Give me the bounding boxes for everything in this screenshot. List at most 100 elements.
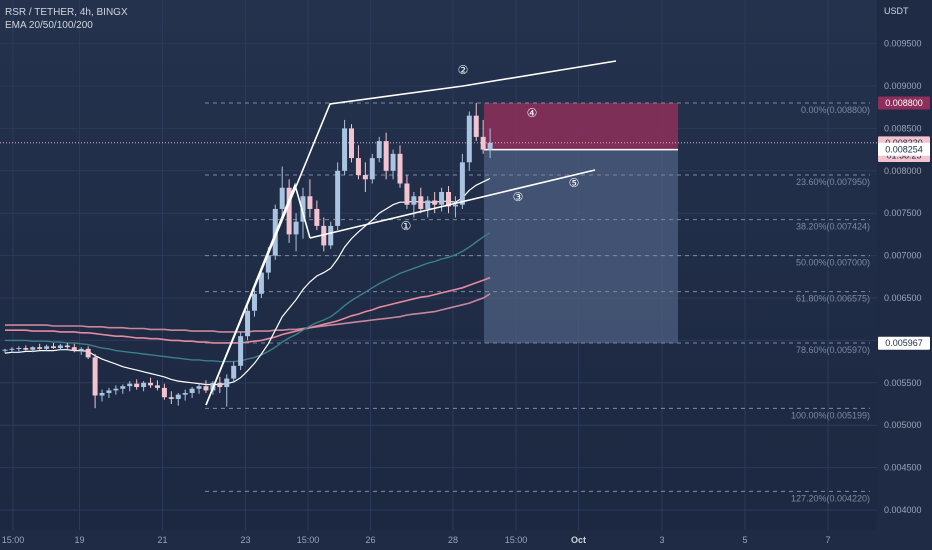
- candle-51: [355, 145, 361, 180]
- candle-57: [397, 145, 403, 188]
- candle-13: [92, 353, 98, 409]
- candle-6: [44, 344, 50, 351]
- candle-61: [425, 196, 431, 218]
- candle-body-25: [175, 394, 181, 399]
- candle-body-37: [258, 272, 264, 294]
- candle-body-27: [189, 388, 195, 393]
- candle-3: [23, 345, 29, 351]
- wave-label-5: ⑤: [569, 176, 580, 190]
- candle-body-35: [245, 310, 251, 337]
- candle-body-58: [404, 183, 410, 205]
- candle-body-22: [154, 385, 160, 388]
- candle-44: [307, 179, 313, 218]
- candle-63: [439, 187, 445, 212]
- candle-body-69: [480, 136, 486, 150]
- fib-label-0: 0.00%(0.008800): [801, 105, 870, 115]
- candle-body-17: [120, 386, 126, 389]
- candle-56: [390, 149, 396, 180]
- time-label-7: 15:00: [505, 535, 528, 545]
- candle-body-53: [369, 158, 375, 180]
- target-zone: [484, 149, 678, 344]
- candle-66: [459, 153, 465, 209]
- candle-19: [134, 379, 140, 390]
- price-tick-1: 0.009000: [884, 81, 922, 91]
- candle-11: [78, 347, 84, 355]
- candle-body-28: [196, 386, 202, 389]
- candle-17: [120, 384, 126, 394]
- candle-body-18: [127, 383, 133, 387]
- wave-label-4: ④: [527, 106, 538, 120]
- candle-body-50: [349, 128, 354, 159]
- candle-body-2: [16, 348, 22, 350]
- time-label-10: 5: [742, 535, 747, 545]
- wedge-lower-line: [309, 169, 596, 239]
- candle-body-60: [418, 196, 424, 209]
- candle-54: [376, 136, 382, 163]
- chart-legend: RSR / TETHER, 4h, BINGX EMA 20/50/100/20…: [5, 6, 128, 32]
- candle-body-23: [161, 387, 167, 398]
- time-label-5: 26: [365, 535, 375, 545]
- fib-label-4: 61.80%(0.006575): [796, 294, 870, 304]
- candle-55: [383, 132, 389, 180]
- price-tick-2: 0.008500: [884, 123, 922, 133]
- candle-body-8: [57, 345, 63, 349]
- price-tick-0: 0.009500: [884, 39, 922, 49]
- candle-49: [342, 119, 348, 176]
- currency-label: USDT: [884, 6, 909, 16]
- fibonacci-levels: 0.00%(0.008800) 23.60%(0.007950) 38.20%(0.…: [205, 102, 870, 503]
- candle-7: [51, 342, 57, 349]
- candle-body-13: [92, 357, 98, 396]
- candle-31: [217, 376, 223, 393]
- candle-25: [175, 392, 181, 406]
- price-tick-5: 0.007000: [884, 251, 922, 261]
- candle-body-6: [44, 346, 50, 349]
- impulse-upper-line: [205, 60, 617, 406]
- candle-50: [349, 124, 354, 163]
- candle-body-4: [30, 347, 36, 350]
- price-tick-3: 0.008000: [884, 166, 922, 176]
- price-tick-9: 0.005000: [884, 420, 922, 430]
- candle-58: [404, 175, 410, 209]
- candle-body-34: [238, 336, 244, 366]
- candle-48: [335, 162, 341, 231]
- candle-body-47: [328, 225, 334, 246]
- time-label-0: 15:00: [2, 535, 25, 545]
- price-axis-bg: [877, 0, 932, 550]
- wave-label-1: ①: [401, 219, 412, 233]
- price-tick-4: 0.007500: [884, 208, 922, 218]
- time-label-11: 7: [825, 535, 830, 545]
- candle-21: [148, 377, 154, 388]
- candle-body-1: [9, 348, 15, 350]
- candle-42: [293, 213, 299, 252]
- candle-27: [189, 387, 195, 399]
- symbol-title: RSR / TETHER, 4h, BINGX: [5, 7, 128, 18]
- candle-body-10: [71, 347, 77, 351]
- candle-body-29: [203, 386, 209, 391]
- price-badge-text-3: 0.008254: [885, 144, 923, 154]
- candle-body-9: [64, 345, 70, 348]
- candle-body-62: [432, 200, 438, 205]
- price-axis: USDT 0.009500 0.009000 0.008500 0.008000 0.00…: [877, 0, 932, 550]
- price-badge-3: [878, 142, 930, 156]
- candle-40: [279, 166, 285, 222]
- time-label-4: 15:00: [297, 535, 320, 545]
- candle-body-56: [390, 153, 396, 171]
- fib-label-2: 38.20%(0.007424): [796, 222, 870, 232]
- fib-label-6: 100.00%(0.005199): [791, 410, 870, 420]
- candle-16: [113, 385, 119, 395]
- candle-body-19: [134, 383, 140, 388]
- candle-body-51: [355, 158, 361, 176]
- candle-22: [154, 380, 160, 391]
- candle-33: [231, 361, 237, 383]
- candle-26: [182, 389, 188, 401]
- price-badge-4: [878, 336, 930, 350]
- candle-body-48: [335, 170, 341, 226]
- candle-23: [161, 383, 167, 400]
- price-tick-11: 0.004000: [884, 505, 922, 515]
- fib-label-3: 50.00%(0.007000): [796, 258, 870, 268]
- candle-body-64: [446, 192, 452, 207]
- candle-body-67: [466, 115, 472, 163]
- candle-24: [168, 391, 174, 404]
